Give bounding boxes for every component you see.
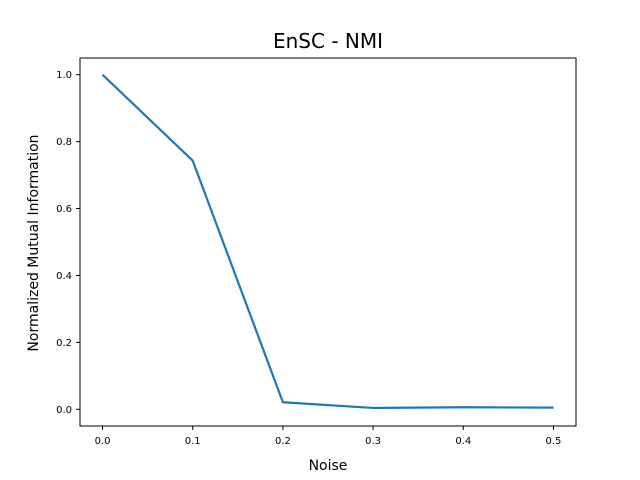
x-axis: 0.0 0.1 0.2 0.3 0.4 0.5 <box>95 426 562 447</box>
x-tick-label: 0.3 <box>365 436 381 447</box>
x-tick-label: 0.4 <box>455 436 471 447</box>
y-tick-label: 1.0 <box>56 70 72 81</box>
y-axis: 0.0 0.2 0.4 0.6 0.8 1.0 <box>56 70 80 416</box>
chart-title: EnSC - NMI <box>273 29 383 53</box>
x-tick-label: 0.0 <box>95 436 111 447</box>
axes-frame <box>79 57 577 427</box>
x-axis-label: Noise <box>309 458 348 474</box>
y-tick-label: 0.8 <box>56 137 72 148</box>
x-tick-label: 0.2 <box>275 436 291 447</box>
y-tick-label: 0.6 <box>56 204 72 215</box>
y-axis-label: Normalized Mutual Information <box>26 134 42 351</box>
x-tick-label: 0.1 <box>185 436 201 447</box>
series-line <box>101 73 554 410</box>
x-tick-label: 0.5 <box>546 436 562 447</box>
plot-area <box>101 73 554 410</box>
y-tick-label: 0.0 <box>56 405 72 416</box>
y-tick-label: 0.2 <box>56 338 72 349</box>
y-tick-label: 0.4 <box>56 271 72 282</box>
